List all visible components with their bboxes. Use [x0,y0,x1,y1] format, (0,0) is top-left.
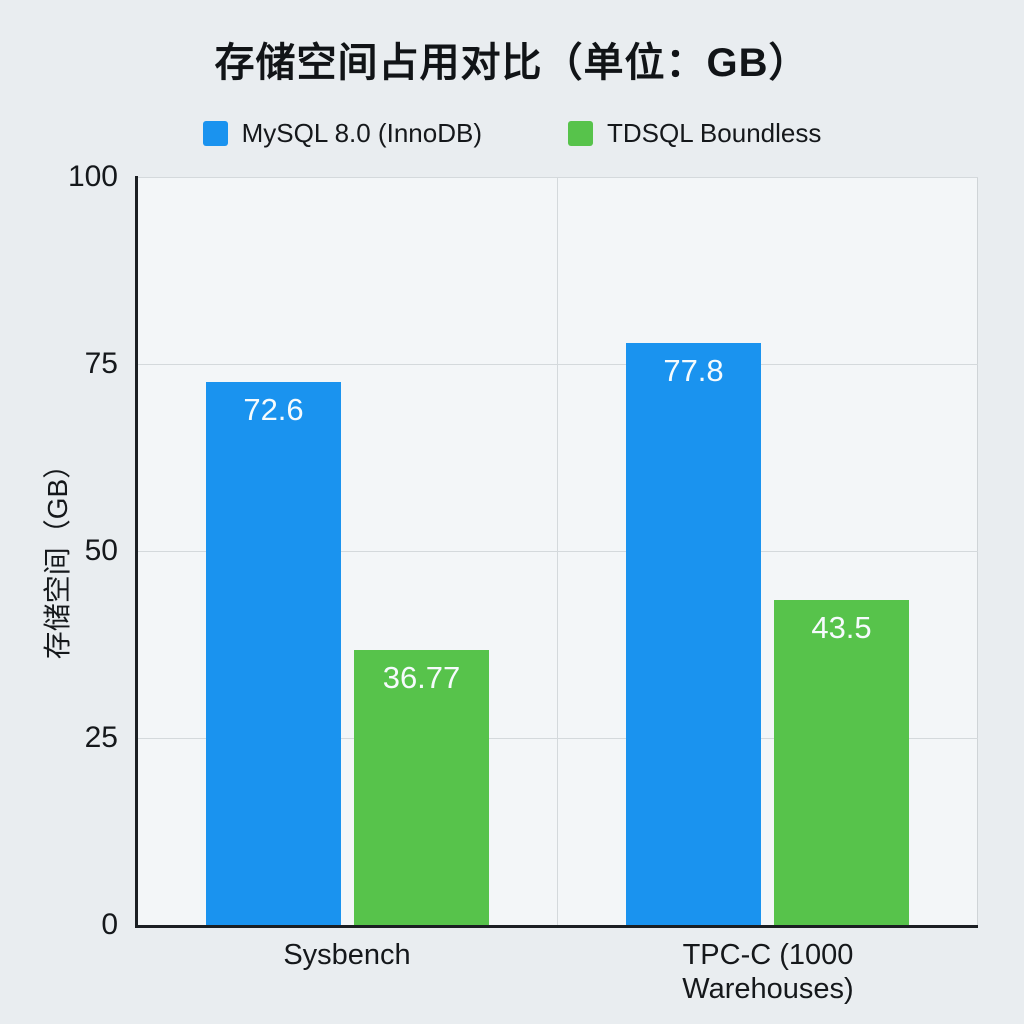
legend-item-tdsql: TDSQL Boundless [567,118,822,149]
legend-swatch-tdsql-icon [567,121,593,146]
legend-label-mysql: MySQL 8.0 (InnoDB) [241,118,482,148]
bar-value-label: 36.77 [382,660,461,695]
chart-title: 存储空间占用对比（单位：GB） [214,41,810,85]
legend-label-tdsql: TDSQL Boundless [606,118,822,148]
y-tick-label-50: 50 [84,534,118,567]
x-category-label-1: TPC-C (1000 Warehouses) [682,939,854,1005]
gridline-v-mid [557,177,558,925]
bar-series1-cat1: 43.5 [774,600,909,925]
y-tick-label-100: 100 [67,160,118,193]
plot-area: 72.6 36.77 77.8 43.5 [137,177,978,925]
bar-series0-cat0: 72.6 [206,382,341,925]
legend: MySQL 8.0 (InnoDB) TDSQL Boundless [0,118,1024,149]
x-category-label-0: Sysbench [283,939,411,971]
bar-series0-cat1: 77.8 [626,343,761,925]
x-axis-line [135,925,978,928]
bar-value-label: 77.8 [663,353,724,388]
y-axis-line [135,176,138,928]
y-tick-label-0: 0 [101,908,118,941]
legend-item-mysql: MySQL 8.0 (InnoDB) [202,118,482,149]
bar-value-label: 43.5 [811,610,872,645]
y-tick-label-75: 75 [84,347,118,380]
bar-series1-cat0: 36.77 [354,650,489,925]
y-tick-label-25: 25 [84,721,118,754]
bar-value-label: 72.6 [243,392,304,427]
legend-swatch-mysql-icon [202,121,228,146]
